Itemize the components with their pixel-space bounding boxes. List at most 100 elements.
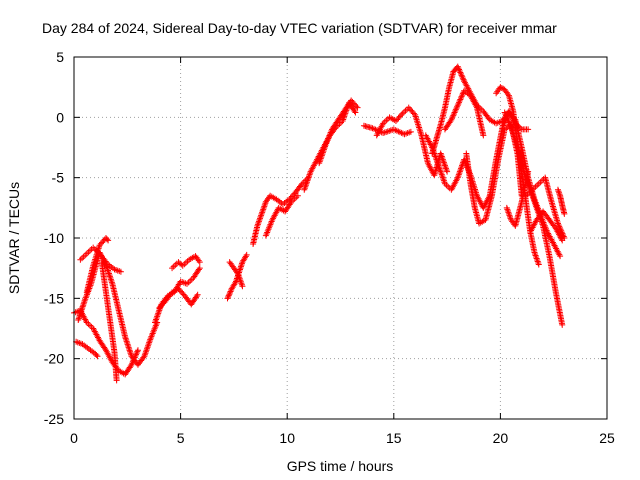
- data-point: [456, 168, 463, 175]
- data-point: [153, 314, 160, 321]
- data-point: [506, 121, 513, 128]
- y-tick-label: -5: [52, 170, 65, 186]
- data-point: [193, 293, 200, 300]
- data-point: [458, 93, 465, 100]
- data-point: [145, 341, 152, 348]
- data-point: [261, 203, 268, 210]
- data-points: [71, 63, 568, 384]
- data-point: [142, 348, 149, 355]
- series-track-27: [503, 168, 532, 229]
- data-point: [93, 352, 100, 359]
- data-point: [353, 103, 360, 110]
- data-point: [449, 115, 456, 122]
- data-point: [439, 174, 446, 181]
- series-track-5: [83, 235, 112, 296]
- y-tick-label: -15: [44, 290, 64, 306]
- data-point: [404, 130, 411, 137]
- data-point: [176, 287, 183, 294]
- data-point: [537, 179, 544, 186]
- data-point: [96, 242, 103, 249]
- data-point: [80, 253, 87, 260]
- data-point: [348, 97, 355, 104]
- data-point: [255, 218, 262, 225]
- data-point: [407, 128, 414, 135]
- data-point: [459, 92, 466, 99]
- data-point: [451, 109, 458, 116]
- x-tick-label: 15: [386, 430, 402, 446]
- data-point: [224, 295, 231, 302]
- data-point: [438, 170, 445, 177]
- data-point: [169, 265, 176, 272]
- data-point: [351, 108, 358, 115]
- data-point: [507, 215, 514, 222]
- data-point: [156, 304, 163, 311]
- data-point: [440, 176, 447, 183]
- data-point: [254, 222, 261, 229]
- data-point: [351, 101, 358, 108]
- data-point: [506, 119, 513, 126]
- data-point: [94, 353, 101, 360]
- data-point: [459, 73, 466, 80]
- data-point: [443, 167, 450, 174]
- data-point: [179, 290, 186, 297]
- data-point: [86, 322, 93, 329]
- data-point: [255, 219, 262, 226]
- data-point: [456, 67, 463, 74]
- data-point: [557, 253, 564, 260]
- data-point: [155, 308, 162, 315]
- data-point: [450, 110, 457, 117]
- data-point: [409, 109, 416, 116]
- data-point: [392, 117, 399, 124]
- series-track-11: [226, 259, 246, 290]
- data-point: [141, 351, 148, 358]
- data-point: [381, 129, 388, 136]
- series-track-10: [224, 251, 250, 302]
- data-point: [262, 200, 269, 207]
- data-point: [534, 257, 541, 264]
- series-track-19: [429, 63, 468, 157]
- data-point: [134, 347, 141, 354]
- data-point: [449, 113, 456, 120]
- data-point: [354, 104, 361, 111]
- y-tick-label: 5: [56, 49, 64, 65]
- data-point: [144, 345, 151, 352]
- data-point: [441, 162, 448, 169]
- data-point: [460, 76, 467, 83]
- data-point: [554, 186, 561, 193]
- data-point: [196, 265, 203, 272]
- series-track-22: [463, 121, 525, 227]
- data-point: [456, 97, 463, 104]
- series-track-13: [262, 192, 301, 239]
- data-point: [350, 100, 357, 107]
- data-point: [117, 268, 124, 275]
- data-point: [352, 109, 359, 116]
- data-point: [533, 254, 540, 261]
- data-point: [502, 112, 509, 119]
- data-point: [152, 317, 159, 324]
- data-point: [452, 106, 459, 113]
- series-track-8: [156, 285, 201, 311]
- data-point: [349, 98, 356, 105]
- series-track-26: [527, 208, 566, 244]
- data-point: [228, 287, 235, 294]
- data-point: [290, 192, 297, 199]
- data-point: [533, 255, 540, 262]
- data-point: [450, 112, 457, 119]
- data-point: [160, 300, 167, 307]
- data-point: [506, 212, 513, 219]
- data-point: [145, 342, 152, 349]
- x-tick-label: 10: [279, 430, 295, 446]
- data-point: [181, 261, 188, 268]
- data-point: [398, 112, 405, 119]
- data-point: [303, 179, 310, 186]
- x-axis-label: GPS time / hours: [287, 458, 394, 474]
- data-point: [157, 303, 164, 310]
- data-point: [457, 165, 464, 172]
- series-track-6: [98, 259, 120, 384]
- data-point: [441, 161, 448, 168]
- data-point: [254, 221, 261, 228]
- data-point: [458, 164, 465, 171]
- data-point: [453, 105, 460, 112]
- data-point: [555, 221, 562, 228]
- data-point: [440, 177, 447, 184]
